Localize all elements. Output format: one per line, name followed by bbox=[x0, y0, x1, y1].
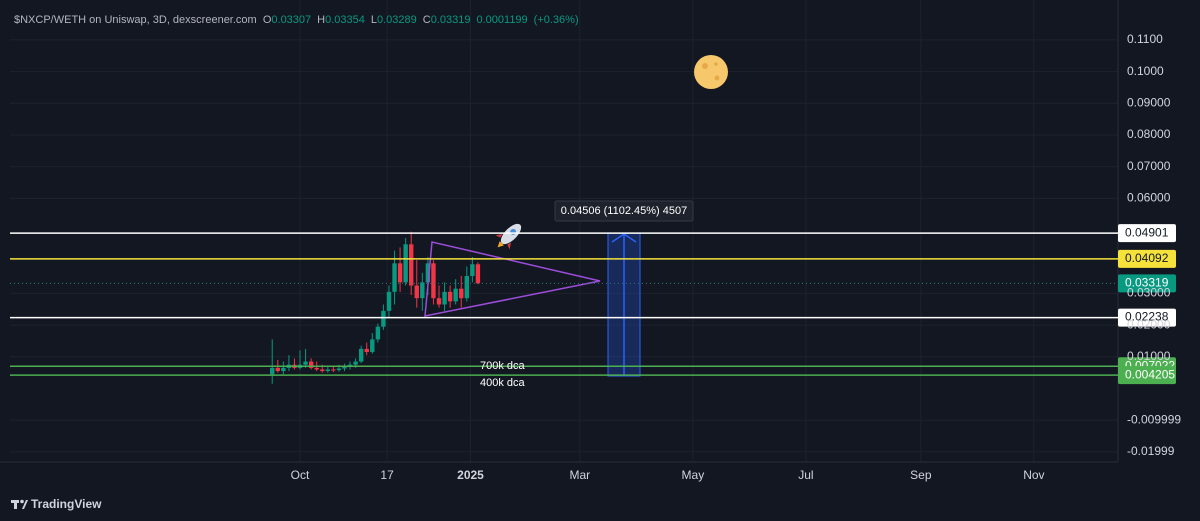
candle-body bbox=[425, 263, 431, 283]
candle-body bbox=[375, 326, 381, 340]
candle-body bbox=[409, 244, 414, 286]
ohlc-label: C bbox=[422, 14, 431, 26]
y-tick-label: 0.06000 bbox=[1127, 191, 1171, 205]
ohlc-value: 0.03289 bbox=[377, 14, 417, 26]
moon-icon bbox=[694, 55, 728, 89]
y-tick-label: 0.02000 bbox=[1127, 317, 1171, 331]
x-tick-label: 17 bbox=[380, 468, 394, 482]
price-label-box bbox=[1118, 366, 1176, 385]
measure-arrow-head bbox=[611, 233, 637, 243]
candle-body bbox=[392, 263, 397, 292]
change: 0.0001199 bbox=[476, 14, 528, 26]
ohlc: O0.03307 H0.03354 L0.03289 C0.03319 bbox=[263, 14, 477, 26]
y-tick-label: 0.03000 bbox=[1127, 286, 1171, 300]
candle-body bbox=[453, 288, 458, 302]
candle-body bbox=[397, 263, 403, 283]
price-label-box bbox=[1118, 249, 1176, 268]
grid bbox=[10, 0, 1118, 462]
y-tick-label: -0.009999 bbox=[1127, 412, 1181, 426]
x-tick-label: Sep bbox=[910, 468, 932, 482]
candle-body bbox=[336, 368, 342, 371]
y-tick-label: 0.08000 bbox=[1127, 127, 1171, 141]
measure-label-box bbox=[554, 200, 694, 222]
candle-body bbox=[414, 285, 419, 299]
y-tick-label: 0.1000 bbox=[1127, 64, 1164, 78]
candle-body bbox=[475, 264, 481, 284]
price-label: 0.004205 bbox=[1125, 367, 1175, 381]
y-tick-label: 0.01000 bbox=[1127, 349, 1171, 363]
ohlc-label: O bbox=[262, 14, 272, 26]
candle-body bbox=[275, 367, 280, 372]
price-label-box bbox=[1118, 224, 1176, 243]
candle-body bbox=[431, 263, 436, 299]
candle-body bbox=[447, 291, 453, 302]
header: $NXCP/WETH on Uniswap, 3D, dexscreener.c… bbox=[14, 14, 585, 26]
ohlc-label: L bbox=[370, 14, 377, 26]
candle-body bbox=[386, 291, 392, 311]
triangle-drawing bbox=[424, 241, 601, 317]
y-tick-label: -0.01999 bbox=[1127, 444, 1175, 458]
x-tick-label: Jul bbox=[798, 468, 813, 482]
price-label: 0.04092 bbox=[1125, 251, 1169, 265]
price-label-box bbox=[1118, 274, 1176, 293]
moon-crater bbox=[702, 63, 708, 69]
annotation: 700k dca bbox=[480, 360, 526, 372]
candle-body bbox=[442, 291, 447, 305]
y-tick-label: 0.07000 bbox=[1127, 159, 1171, 173]
logo bbox=[11, 499, 28, 509]
moon-crater bbox=[714, 62, 718, 66]
candle-body bbox=[331, 369, 336, 371]
candle-body bbox=[364, 348, 369, 353]
x-tick-label: Nov bbox=[1023, 468, 1044, 482]
candle-body bbox=[325, 369, 331, 372]
y-tick-label: 0.1100 bbox=[1127, 32, 1163, 46]
candle-body bbox=[436, 298, 442, 305]
candle-body bbox=[464, 275, 470, 299]
price-label: 0.02238 bbox=[1125, 310, 1169, 324]
x-tick-label: 2025 bbox=[457, 468, 484, 482]
ohlc-value: 0.03354 bbox=[325, 14, 365, 26]
candle-body bbox=[358, 348, 364, 362]
candle-body bbox=[308, 361, 314, 368]
x-tick-label: Mar bbox=[570, 468, 591, 482]
candle-body bbox=[459, 288, 464, 299]
levels: 0.049010.040920.033190.022380.0070220.00… bbox=[10, 224, 1176, 385]
brand: TradingView bbox=[31, 497, 102, 511]
candle-body bbox=[403, 244, 408, 283]
candle-body bbox=[342, 366, 347, 369]
candle-body bbox=[303, 361, 308, 365]
price-label: 0.03319 bbox=[1125, 275, 1169, 289]
candle-body bbox=[470, 264, 475, 276]
candle-body bbox=[381, 310, 386, 327]
moon-crater bbox=[714, 75, 720, 81]
y-tick-label: 0.09000 bbox=[1127, 95, 1171, 109]
x-tick-label: May bbox=[682, 468, 705, 482]
candle-body bbox=[270, 367, 275, 375]
candle-body bbox=[320, 369, 325, 372]
ohlc-value: 0.03307 bbox=[271, 14, 312, 26]
price-label: 0.04901 bbox=[1125, 225, 1169, 239]
candle-body bbox=[370, 339, 375, 353]
x-tick-label: Oct bbox=[291, 468, 310, 482]
ohlc-value: 0.03319 bbox=[430, 14, 471, 26]
ohlc-label: H bbox=[317, 14, 326, 26]
measure-label: 0.04506 (1102.45%) 4507 bbox=[561, 205, 687, 217]
candle-body bbox=[353, 361, 358, 365]
annotation: 400k dca bbox=[480, 377, 526, 389]
candle-body bbox=[281, 367, 286, 372]
change-pct: (+0.36%) bbox=[533, 14, 579, 26]
candle-body bbox=[420, 282, 425, 299]
candle-body bbox=[314, 367, 319, 370]
title: $NXCP/WETH on Uniswap, 3D, dexscreener.c… bbox=[14, 14, 257, 26]
price-label-box bbox=[1118, 308, 1176, 327]
